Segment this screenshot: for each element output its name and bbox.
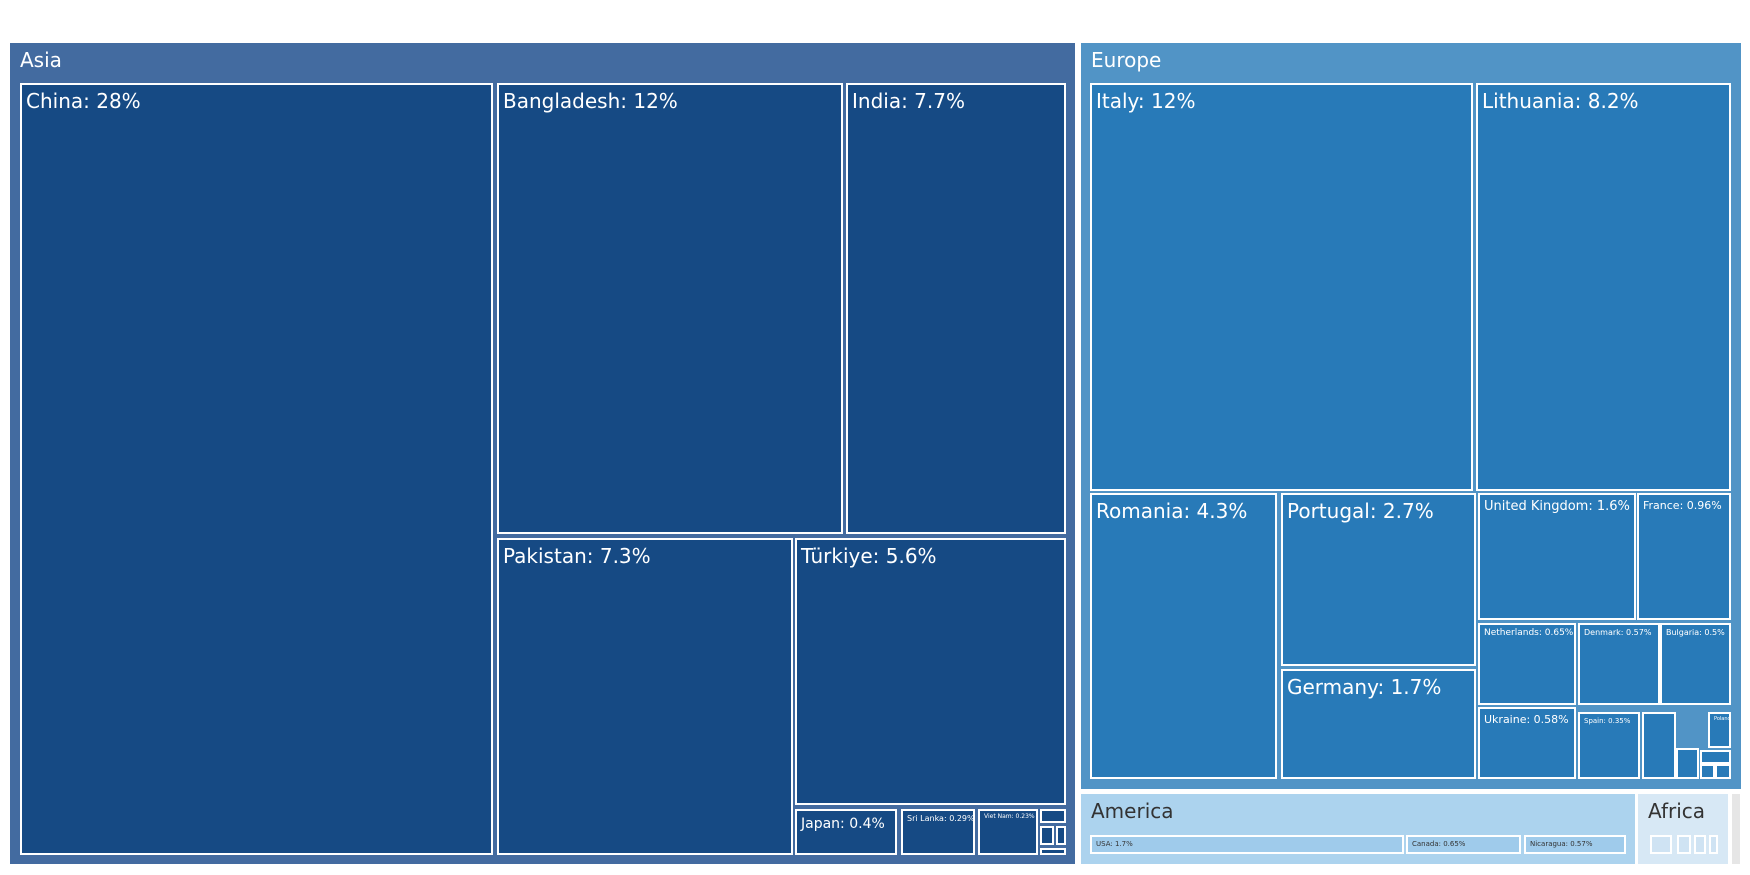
tile-portugal[interactable]: Portugal: 2.7% xyxy=(1281,493,1476,666)
tile-lithuania[interactable]: Lithuania: 8.2% xyxy=(1476,83,1731,491)
tile-netherlands[interactable]: Netherlands: 0.65% xyxy=(1478,623,1576,705)
tile-small[interactable] xyxy=(1676,748,1699,779)
tile-label: Pakistan: 7.3% xyxy=(503,544,651,568)
region-africa-block: Africa xyxy=(1638,794,1728,864)
tile-china[interactable]: China: 28% xyxy=(20,83,493,855)
region-label: Africa xyxy=(1648,799,1706,823)
tile-italy[interactable]: Italy: 12% xyxy=(1090,83,1473,491)
tile-label: Romania: 4.3% xyxy=(1096,499,1248,523)
tile-india[interactable]: India: 7.7% xyxy=(846,83,1066,534)
tile-label: France: 0.96% xyxy=(1643,499,1722,512)
tile-label: Viet Nam: 0.23% xyxy=(984,813,1035,820)
tile-small[interactable] xyxy=(1700,764,1715,779)
region-asia-block: Asia China: 28% Bangladesh: 12% India: 7.7%… xyxy=(10,43,1075,864)
tile-bulgaria[interactable]: Bulgaria: 0.5% xyxy=(1660,623,1731,705)
region-europe-block: Europe Italy: 12% Lithuania: 8.2% Romania: … xyxy=(1081,43,1741,789)
tile-poland[interactable]: Poland: 0.16% xyxy=(1708,712,1731,748)
tile-small[interactable] xyxy=(1040,848,1066,855)
tile-label: Denmark: 0.57% xyxy=(1584,628,1652,637)
tile-label: Germany: 1.7% xyxy=(1287,675,1442,699)
tile-label: Italy: 12% xyxy=(1096,89,1196,113)
tile-small[interactable] xyxy=(1040,826,1054,845)
tile-label: Netherlands: 0.65% xyxy=(1484,628,1574,638)
tile-label: Bulgaria: 0.5% xyxy=(1666,628,1725,637)
tile-label: Japan: 0.4% xyxy=(801,816,885,832)
tile-label: Nicaragua: 0.57% xyxy=(1530,840,1593,848)
region-label: America xyxy=(1091,799,1174,823)
tile-label: Türkiye: 5.6% xyxy=(801,544,937,568)
tile-united-kingdom[interactable]: United Kingdom: 1.6% xyxy=(1478,493,1636,620)
tile-label: Bangladesh: 12% xyxy=(503,89,678,113)
tile-viet-nam[interactable]: Viet Nam: 0.23% xyxy=(978,809,1038,855)
tile-small[interactable] xyxy=(1677,835,1691,854)
tile-france[interactable]: France: 0.96% xyxy=(1637,493,1731,620)
tile-germany[interactable]: Germany: 1.7% xyxy=(1281,669,1476,779)
tile-ukraine[interactable]: Ukraine: 0.58% xyxy=(1478,707,1576,779)
tile-small[interactable] xyxy=(1700,750,1731,764)
tile-small[interactable] xyxy=(1709,835,1718,854)
tile-label: Poland: 0.16% xyxy=(1714,716,1731,722)
tile-small[interactable] xyxy=(1694,835,1706,854)
tile-romania[interactable]: Romania: 4.3% xyxy=(1090,493,1277,779)
tile-pakistan[interactable]: Pakistan: 7.3% xyxy=(497,538,793,855)
tile-label: Sri Lanka: 0.29% xyxy=(907,814,975,823)
tile-japan[interactable]: Japan: 0.4% xyxy=(795,809,897,855)
tile-label: Ukraine: 0.58% xyxy=(1484,713,1569,726)
tile-spain[interactable]: Spain: 0.35% xyxy=(1578,712,1640,779)
tile-canada[interactable]: Canada: 0.65% xyxy=(1406,835,1521,854)
tile-denmark[interactable]: Denmark: 0.57% xyxy=(1578,623,1660,705)
tile-sri-lanka[interactable]: Sri Lanka: 0.29% xyxy=(901,809,975,855)
tile-small[interactable] xyxy=(1715,764,1731,779)
tile-small[interactable] xyxy=(1040,809,1066,823)
tile-nicaragua[interactable]: Nicaragua: 0.57% xyxy=(1524,835,1626,854)
tile-label: India: 7.7% xyxy=(852,89,965,113)
region-america-block: America USA: 1.7% Canada: 0.65% Nicaragua: … xyxy=(1081,794,1635,864)
tile-label: USA: 1.7% xyxy=(1096,840,1133,848)
tile-t-rkiye[interactable]: Türkiye: 5.6% xyxy=(795,538,1066,805)
tile-bangladesh[interactable]: Bangladesh: 12% xyxy=(497,83,843,534)
region-label: Asia xyxy=(20,48,62,72)
tile-label: Canada: 0.65% xyxy=(1412,840,1466,848)
region-label: Europe xyxy=(1091,48,1162,72)
tile-label: China: 28% xyxy=(26,89,141,113)
tile-small[interactable] xyxy=(1650,835,1672,854)
tile-label: Portugal: 2.7% xyxy=(1287,499,1434,523)
tile-small[interactable] xyxy=(1642,712,1676,779)
region-other-block xyxy=(1732,794,1740,864)
tile-label: Spain: 0.35% xyxy=(1584,717,1631,725)
tile-small[interactable] xyxy=(1056,826,1066,845)
tile-usa[interactable]: USA: 1.7% xyxy=(1090,835,1404,854)
tile-label: Lithuania: 8.2% xyxy=(1482,89,1639,113)
tile-label: United Kingdom: 1.6% xyxy=(1484,499,1630,514)
